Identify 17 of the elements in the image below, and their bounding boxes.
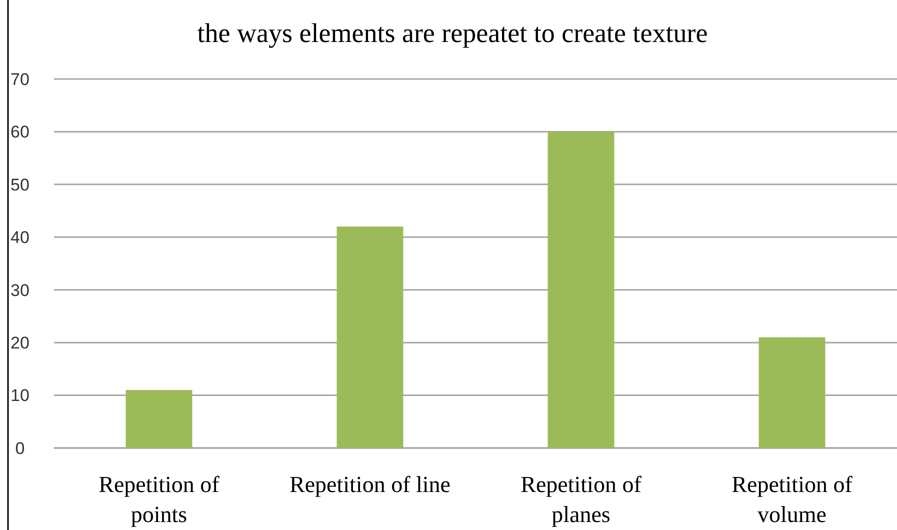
bar xyxy=(336,226,404,448)
x-tick-label: Repetition of volume xyxy=(732,472,853,527)
y-tick-label: 30 xyxy=(10,280,30,300)
bar xyxy=(758,337,826,448)
x-tick-label: Repetition of points xyxy=(98,472,220,527)
chart-title: the ways elements are repeatet to create texture xyxy=(197,18,708,48)
y-tick-label: 40 xyxy=(10,228,30,248)
x-tick-label: Repetition of line xyxy=(290,472,450,497)
bar xyxy=(548,132,614,448)
bar xyxy=(126,390,192,448)
y-tick-label: 0 xyxy=(15,438,25,458)
y-tick-label: 70 xyxy=(10,70,30,89)
y-tick-label: 10 xyxy=(10,386,30,406)
y-tick-label: 60 xyxy=(10,122,30,142)
y-tick-label: 20 xyxy=(10,334,30,353)
x-tick-label: Repetition of planes xyxy=(520,472,642,527)
y-tick-label: 50 xyxy=(10,175,30,194)
